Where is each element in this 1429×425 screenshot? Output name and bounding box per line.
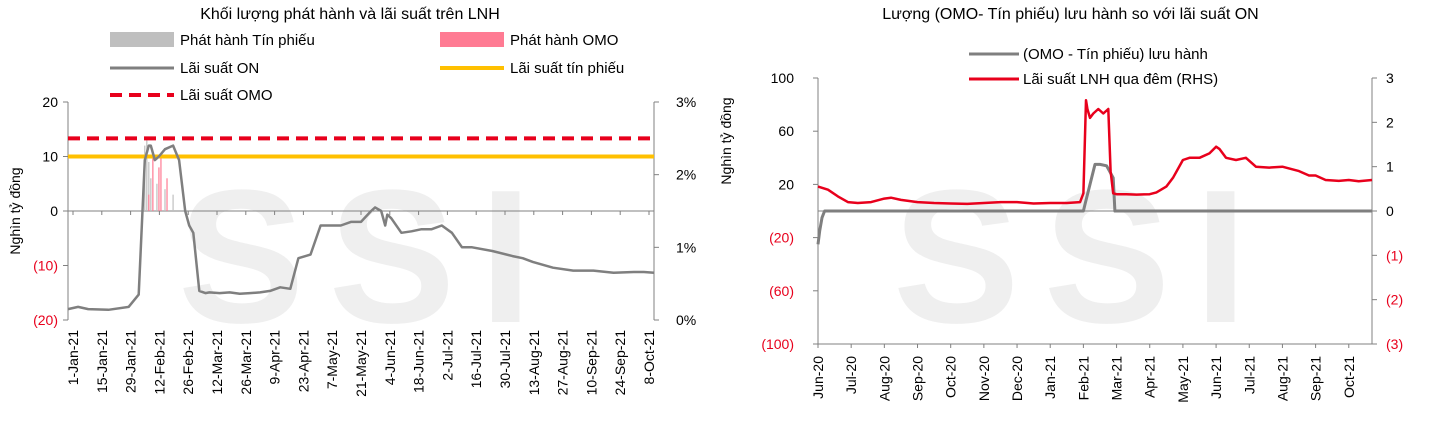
x-tick-label: 23-Apr-21 xyxy=(295,330,311,392)
legend-label: (OMO - Tín phiếu) lưu hành xyxy=(1023,46,1208,63)
x-tick-label: 8-Oct-21 xyxy=(641,330,657,385)
x-tick-label: 15-Jan-21 xyxy=(94,330,110,393)
x-tick-label: 27-Aug-21 xyxy=(555,330,571,396)
bar-mark xyxy=(164,189,166,211)
y2-tick-label: 3 xyxy=(1386,70,1394,86)
bar-mark xyxy=(148,161,150,211)
y2-tick-label: (1) xyxy=(1386,247,1403,263)
y-tick-label: 0 xyxy=(50,203,58,219)
y-axis-title: Nghìn tỷ đồng xyxy=(7,167,23,254)
x-tick-label: Oct-20 xyxy=(943,356,959,398)
legend-label: Lãi suất OMO xyxy=(180,87,273,104)
x-tick-label: Jun-21 xyxy=(1208,356,1224,399)
chart-right: SSI 100 60 20 (20) (60) (100) 3 2 1 0 (1) (2) (3) Jun-… xyxy=(718,46,1403,403)
x-tick-label: Feb-21 xyxy=(1075,356,1091,401)
bar-mark xyxy=(146,140,148,211)
legend-label: Lãi suất LNH qua đêm (RHS) xyxy=(1023,71,1218,88)
y-tick-label: 20 xyxy=(42,94,58,110)
x-tick-label: Oct-21 xyxy=(1341,356,1357,398)
legend-label: Lãi suất tín phiếu xyxy=(510,60,624,77)
y-tick-label: 100 xyxy=(771,70,795,86)
x-tick-label: Sep-21 xyxy=(1308,356,1324,401)
y2-tick-label: 1% xyxy=(676,239,696,255)
x-tick-label: 30-Jul-21 xyxy=(497,330,513,389)
bar-mark xyxy=(172,194,174,211)
x-tick-label: Mar-21 xyxy=(1109,356,1125,401)
x-tick-label: May-21 xyxy=(1175,356,1191,403)
y2-tick-label: 0% xyxy=(676,312,696,328)
x-tick-label: 29-Jan-21 xyxy=(123,330,139,393)
y2-tick-label: (2) xyxy=(1386,292,1403,308)
y-tick-label: 20 xyxy=(778,176,794,192)
chart-left-panel: Khối lượng phát hành và lãi suất trên LN… xyxy=(0,0,700,425)
watermark: SSI xyxy=(893,151,1271,363)
y-tick-label: (60) xyxy=(769,283,794,299)
y-tick-label: (100) xyxy=(761,336,794,352)
series-line-lnh-qua-dem xyxy=(817,98,1373,206)
x-tick-label: 4-Jun-21 xyxy=(382,330,398,385)
y2-tick-label: 3% xyxy=(676,94,696,110)
y-tick-label: (20) xyxy=(33,312,58,328)
y-tick-label: 10 xyxy=(42,149,58,165)
x-tick-label: 26-Mar-21 xyxy=(238,330,254,395)
x-tick-label: Dec-20 xyxy=(1009,356,1025,401)
bar-mark xyxy=(166,178,168,211)
chart-title: Lượng (OMO- Tín phiếu) lưu hành so với l… xyxy=(882,6,1259,23)
x-tick-label: Jun-20 xyxy=(810,356,826,399)
y-axis-title: Nghìn tỷ đồng xyxy=(718,97,734,184)
x-tick-label: 16-Jul-21 xyxy=(468,330,484,389)
x-tick-label: Jul-21 xyxy=(1241,356,1257,394)
y-tick-label: (10) xyxy=(33,258,58,274)
x-tick-label: Jan-21 xyxy=(1042,356,1058,399)
y-tick-label: (20) xyxy=(769,230,794,246)
x-tick-label: Aug-20 xyxy=(876,356,892,401)
series-line-on xyxy=(67,144,655,312)
x-tick-label: 12-Mar-21 xyxy=(209,330,225,395)
x-tick-label: 7-May-21 xyxy=(324,330,340,389)
x-tick-label: 12-Feb-21 xyxy=(151,330,167,395)
x-tick-label: 2-Jul-21 xyxy=(439,330,455,381)
y2-tick-label: 1 xyxy=(1386,159,1394,175)
x-tick-label: Apr-21 xyxy=(1142,356,1158,398)
y2-tick-label: 0 xyxy=(1386,203,1394,219)
bar-mark xyxy=(150,178,152,211)
watermark: SSI xyxy=(178,151,556,363)
y2-tick-label: (3) xyxy=(1386,336,1403,352)
legend-label: Phát hành OMO xyxy=(510,32,618,49)
bar-mark xyxy=(156,183,158,211)
x-tick-label: 9-Apr-21 xyxy=(267,330,283,385)
bar-mark xyxy=(158,167,160,211)
x-tick-label: 24-Sep-21 xyxy=(612,330,628,396)
legend-swatch xyxy=(440,32,504,47)
x-tick-label: 10-Sep-21 xyxy=(583,330,599,396)
series-line-omo-tin-phieu xyxy=(816,162,1372,245)
chart-right-panel: Lượng (OMO- Tín phiếu) lưu hành so với l… xyxy=(712,0,1429,425)
x-tick-label: Nov-20 xyxy=(976,356,992,401)
x-tick-label: 13-Aug-21 xyxy=(526,330,542,396)
chart-left: SSI 20 10 0 (10) (20) 3% 2% 1% 0% 1-Jan-21 15-Jan-2… xyxy=(7,32,696,397)
bar-mark xyxy=(152,151,154,211)
x-tick-label: Aug-21 xyxy=(1274,356,1290,401)
bar-mark xyxy=(148,194,150,211)
x-tick-label: Jul-20 xyxy=(843,356,859,394)
y2-tick-label: 2% xyxy=(676,167,696,183)
x-tick-label: Sep-20 xyxy=(910,356,926,401)
x-tick-label: 18-Jun-21 xyxy=(411,330,427,393)
x-tick-label: 26-Feb-21 xyxy=(180,330,196,395)
bar-mark xyxy=(160,156,162,211)
legend-label: Lãi suất ON xyxy=(180,60,259,77)
x-tick-label: 21-May-21 xyxy=(353,330,369,397)
legend-swatch xyxy=(110,32,174,47)
x-tick-label: 1-Jan-21 xyxy=(65,330,81,385)
y-tick-label: 60 xyxy=(778,123,794,139)
y2-tick-label: 2 xyxy=(1386,114,1394,130)
chart-title: Khối lượng phát hành và lãi suất trên LN… xyxy=(200,6,500,23)
legend-label: Phát hành Tín phiếu xyxy=(180,32,315,49)
